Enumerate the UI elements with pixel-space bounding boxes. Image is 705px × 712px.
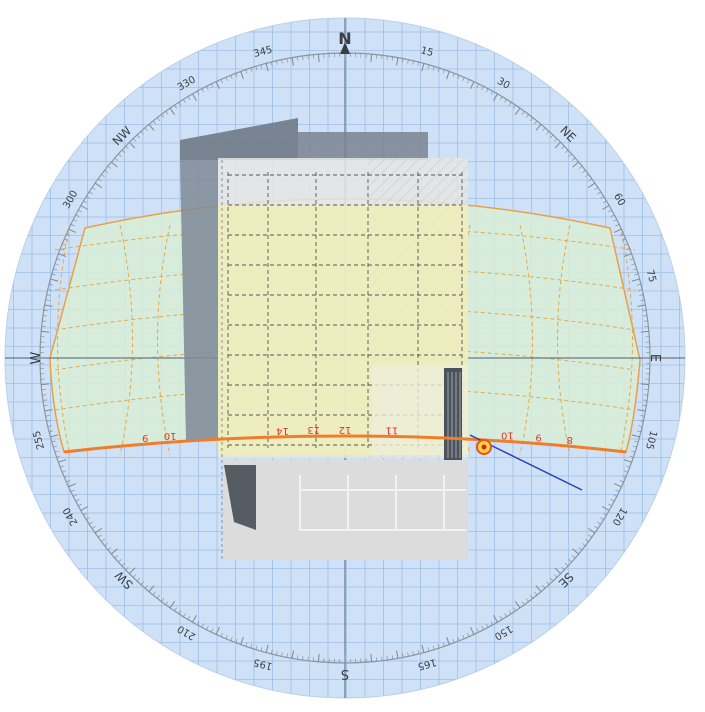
- hour-label: 11: [385, 424, 398, 435]
- building-roof-dark-2: [298, 132, 428, 160]
- hour-label: 9: [142, 432, 148, 443]
- hour-label: 14: [276, 425, 289, 436]
- east-label: E: [647, 354, 662, 362]
- hour-label: 10: [164, 430, 177, 441]
- hour-label: 10: [501, 429, 514, 440]
- hour-label: 13: [307, 424, 320, 435]
- north-label: N: [338, 29, 351, 48]
- south-label: S: [341, 666, 349, 681]
- building-side-dark: [180, 160, 218, 440]
- west-label: W: [29, 351, 44, 364]
- hour-label: 12: [339, 424, 352, 435]
- hour-label: 8: [567, 434, 573, 445]
- building-base: [224, 460, 468, 560]
- building-dark-column: [444, 368, 462, 460]
- hour-label: 9: [535, 432, 541, 443]
- sun-position-center: [482, 445, 487, 450]
